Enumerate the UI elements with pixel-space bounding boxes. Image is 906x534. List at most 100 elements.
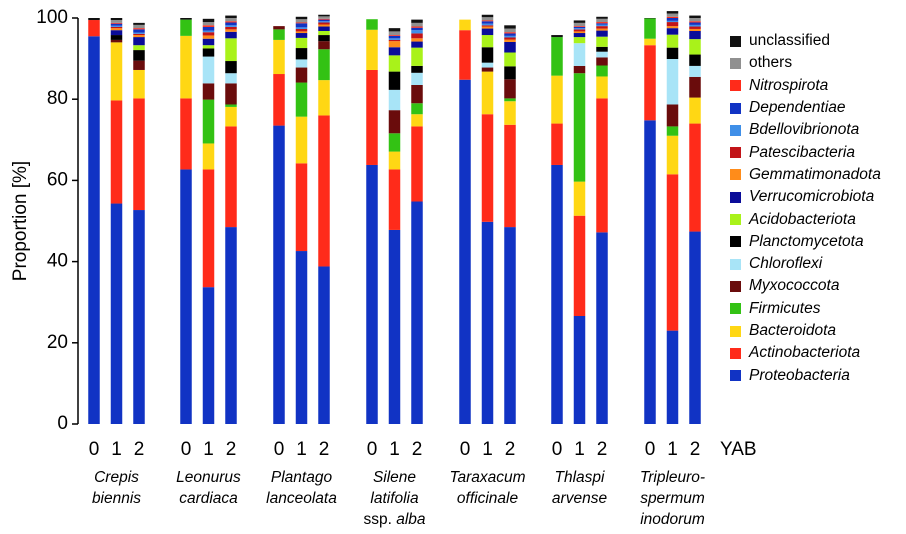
bar-segment (273, 74, 285, 126)
bar-segment (225, 25, 237, 27)
bar-segment (295, 251, 308, 424)
group-label-text: biennis (92, 490, 141, 507)
legend-item: Patescibacteria (730, 141, 881, 163)
bar-segment (295, 23, 308, 28)
bar-segment (459, 19, 471, 31)
bar-segment (273, 125, 285, 424)
legend-swatch (730, 124, 741, 136)
legend-swatch (730, 57, 741, 69)
bar-segment (388, 38, 401, 40)
legend-swatch (730, 280, 741, 292)
bar-segment (573, 29, 586, 32)
legend-swatch (730, 370, 741, 382)
bar-segment (689, 65, 701, 77)
legend-label: Firmicutes (749, 299, 821, 317)
bar-segment (666, 330, 679, 424)
bar-segment (481, 23, 494, 26)
bar-segment (202, 22, 215, 26)
x-tick-label: 2 (134, 439, 145, 460)
bar-segment (133, 60, 145, 70)
bars (88, 11, 701, 425)
bar-segment (411, 26, 423, 28)
legend-label: unclassified (749, 32, 830, 50)
bar-segment (295, 33, 308, 38)
bar-segment (388, 41, 401, 48)
bar-segment (504, 39, 516, 42)
bar-segment (318, 21, 330, 23)
bar-segment (459, 30, 471, 80)
bar-segment (202, 99, 215, 144)
legend-label: Dependentiae (749, 99, 846, 117)
bar-segment (318, 14, 330, 17)
x-tick-label: 0 (645, 439, 656, 460)
legend-item: Nitrospirota (730, 75, 881, 97)
bar-segment (133, 29, 145, 33)
bar-segment (504, 227, 516, 424)
group-label-line: Tripleuro- (640, 469, 705, 486)
bar-segment (225, 61, 237, 74)
bar-segment (689, 30, 701, 40)
group-label-line: spermum (640, 490, 705, 507)
legend-label: Acidobacteriota (749, 210, 856, 228)
bar-segment (573, 37, 586, 44)
bar-segment (459, 79, 471, 424)
group-label-text: Crepis (94, 469, 139, 486)
bar-segment (504, 33, 516, 36)
bar-segment (504, 101, 516, 125)
legend-swatch (730, 236, 741, 248)
bar-segment (110, 25, 123, 27)
bar-segment (689, 97, 701, 124)
bar-segment (689, 21, 701, 23)
bar-segment (666, 16, 679, 18)
legend-label: Bdellovibrionota (749, 121, 860, 139)
bar-segment (225, 73, 237, 84)
bar-segment (318, 26, 330, 31)
x-tick-label: 0 (460, 439, 471, 460)
bar-segment (666, 20, 679, 23)
bar-segment (388, 28, 401, 32)
bar-segment (133, 35, 145, 38)
bar-segment (481, 47, 494, 63)
bar-segment (504, 37, 516, 40)
bar-segment (666, 18, 679, 21)
bar-segment (551, 35, 563, 38)
legend-swatch (730, 258, 741, 270)
bar-segment (225, 83, 237, 105)
legend-item: Chloroflexi (730, 253, 881, 275)
bar-segment (644, 45, 656, 121)
bar-segment (295, 163, 308, 252)
bar-segment (689, 123, 701, 232)
bar-segment (411, 65, 423, 73)
bar-segment (666, 26, 679, 29)
bar-segment (504, 35, 516, 38)
group-label-line: officinale (457, 490, 519, 507)
bar-segment (180, 98, 192, 170)
bar-segment (596, 28, 608, 31)
x-tick-label: 1 (482, 439, 493, 460)
group-label-text: ssp. (363, 511, 396, 528)
bar-segment (573, 28, 586, 30)
y-tick-label: 20 (47, 332, 68, 353)
bar-segment (110, 20, 123, 23)
bar-segment (596, 76, 608, 99)
bar-segment (481, 25, 494, 27)
group-label-text: Leonurus (176, 469, 241, 486)
bar-segment (202, 26, 215, 31)
bar-segment (110, 30, 123, 36)
bar-segment (573, 215, 586, 317)
bar-segment (225, 227, 237, 424)
bar-segment (573, 20, 586, 23)
bar-segment (411, 27, 423, 31)
bar-segment (666, 135, 679, 175)
bar-segment (504, 98, 516, 102)
bar-segment (388, 169, 401, 230)
bar-segment (481, 14, 494, 18)
bar-segment (88, 18, 100, 21)
bar-segment (318, 22, 330, 25)
bar-segment (504, 66, 516, 80)
bar-segment (366, 19, 378, 30)
legend-swatch (730, 102, 741, 114)
bar-segment (596, 30, 608, 37)
bar-segment (411, 126, 423, 202)
legend-swatch (730, 325, 741, 337)
